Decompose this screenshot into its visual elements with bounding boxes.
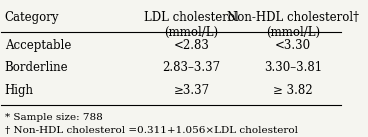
Text: Category: Category [5, 11, 59, 24]
Text: Acceptable: Acceptable [5, 39, 71, 52]
Text: <3.30: <3.30 [275, 39, 311, 52]
Text: ≥3.37: ≥3.37 [173, 84, 209, 97]
Text: High: High [5, 84, 34, 97]
Text: * Sample size: 788: * Sample size: 788 [5, 112, 103, 122]
Text: LDL cholesterol
(mmol/L): LDL cholesterol (mmol/L) [144, 11, 239, 39]
Text: ≥ 3.82: ≥ 3.82 [273, 84, 313, 97]
Text: <2.83: <2.83 [173, 39, 209, 52]
Text: † Non-HDL cholesterol =0.311+1.056×LDL cholesterol: † Non-HDL cholesterol =0.311+1.056×LDL c… [5, 126, 298, 135]
Text: Non-HDL cholesterol†
(mmol/L): Non-HDL cholesterol† (mmol/L) [227, 11, 359, 39]
Text: 3.30–3.81: 3.30–3.81 [264, 61, 322, 74]
Text: Borderline: Borderline [5, 61, 68, 74]
Text: 2.83–3.37: 2.83–3.37 [162, 61, 220, 74]
